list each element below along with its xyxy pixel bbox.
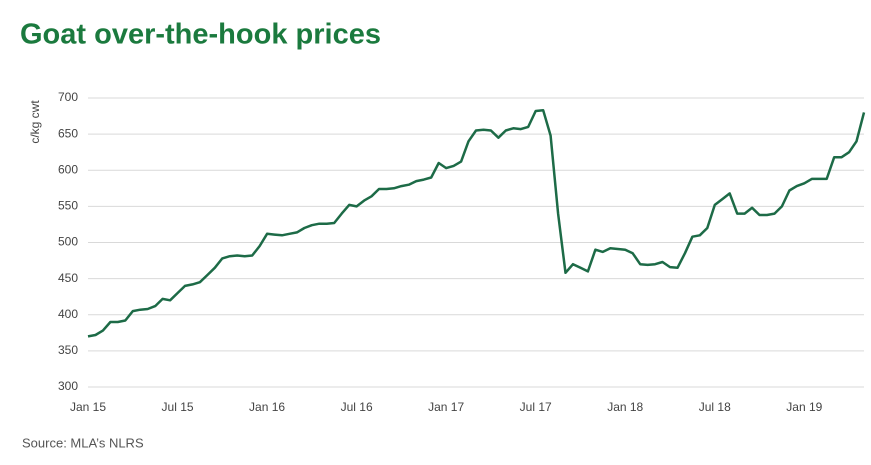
y-tick-label: 700 (58, 90, 78, 104)
x-tick-label: Jan 16 (249, 400, 285, 414)
x-tick-label: Jul 17 (520, 400, 552, 414)
x-tick-label: Jan 17 (428, 400, 464, 414)
y-tick-label: 400 (58, 307, 78, 321)
y-tick-label: 450 (58, 271, 78, 285)
x-tick-label: Jul 15 (162, 400, 194, 414)
y-tick-label: 500 (58, 235, 78, 249)
price-line (87, 109, 866, 338)
x-tick-label: Jul 18 (699, 400, 731, 414)
y-tick-label: 300 (58, 379, 78, 393)
y-tick-label: 350 (58, 343, 78, 357)
source: Source: MLA’s NLRS (22, 435, 144, 450)
y-tick-label: 600 (58, 162, 78, 176)
y-tick-label: 550 (58, 199, 78, 213)
x-tick-label: Jan 19 (786, 400, 822, 414)
y-tick-label: 650 (58, 126, 78, 140)
x-tick-label: Jul 16 (341, 400, 373, 414)
chart-title: Goat over-the-hook prices (20, 19, 381, 51)
y-axis-label: c/kg cwt (28, 100, 42, 144)
x-tick-label: Jan 18 (607, 400, 643, 414)
x-tick-label: Jan 15 (70, 400, 106, 414)
